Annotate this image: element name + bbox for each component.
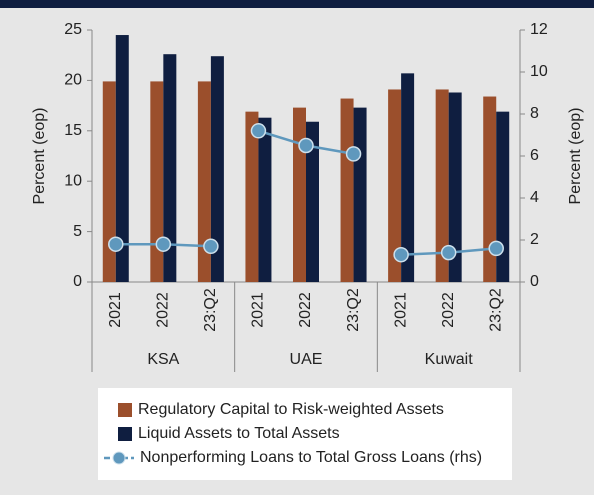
group-label: UAE	[290, 351, 323, 368]
line-marker	[488, 240, 504, 257]
bar	[448, 92, 462, 282]
y2-tick-label: 8	[530, 105, 539, 122]
y-tick-label: 15	[64, 122, 82, 139]
legend-swatch	[118, 403, 132, 417]
x-tick-label: 23:Q2	[487, 288, 504, 332]
y2-tick-label: 4	[530, 189, 539, 206]
bar	[115, 35, 129, 282]
line-marker	[393, 246, 409, 263]
x-tick-label: 2021	[250, 292, 267, 328]
bar	[258, 117, 272, 282]
y-tick-label: 10	[64, 172, 82, 189]
line-marker	[203, 238, 219, 255]
bar	[340, 98, 354, 282]
legend-label: Regulatory Capital to Risk-weighted Asse…	[138, 401, 444, 418]
bar	[483, 96, 497, 282]
y2-axis-label: Percent (eop)	[567, 108, 584, 205]
y2-tick-label: 2	[530, 231, 539, 248]
y-tick-label: 0	[73, 273, 82, 290]
x-tick-label: 23:Q2	[345, 288, 362, 332]
legend-box	[98, 388, 512, 480]
line-marker	[155, 236, 172, 252]
bar	[197, 81, 211, 283]
y2-tick-label: 0	[530, 273, 539, 290]
x-tick-label: 2022	[155, 292, 172, 328]
x-tick-label: 23:Q2	[202, 288, 219, 332]
line-marker	[250, 123, 267, 139]
y-tick-label: 5	[73, 223, 82, 240]
y-tick-label: 25	[64, 21, 82, 38]
group-label: Kuwait	[425, 351, 474, 368]
line-marker	[440, 244, 457, 261]
line-marker	[108, 236, 124, 252]
bar	[306, 121, 319, 282]
bar	[150, 81, 164, 283]
y2-tick-label: 6	[530, 147, 539, 164]
bar	[293, 107, 306, 282]
top-bar	[0, 0, 594, 8]
legend-label: Nonperforming Loans to Total Gross Loans…	[140, 449, 482, 466]
bar	[210, 56, 224, 282]
line-marker	[298, 137, 314, 154]
group-label: KSA	[147, 351, 179, 368]
bar	[496, 111, 510, 282]
y2-tick-label: 12	[530, 21, 548, 38]
x-tick-label: 2021	[107, 292, 124, 328]
bar	[102, 81, 116, 283]
bar	[245, 111, 259, 282]
bar	[163, 54, 177, 282]
legend-marker	[112, 451, 126, 465]
line-marker	[345, 146, 362, 162]
bar	[401, 73, 415, 283]
bar	[435, 89, 449, 282]
legend-swatch	[118, 427, 132, 441]
x-tick-label: 2022	[440, 292, 457, 328]
x-tick-label: 2021	[392, 292, 409, 328]
x-tick-label: 2022	[297, 292, 314, 328]
bar	[353, 107, 367, 282]
legend-label: Liquid Assets to Total Assets	[138, 425, 340, 442]
y-axis-label: Percent (eop)	[31, 108, 48, 205]
bar	[388, 89, 402, 282]
y-tick-label: 20	[64, 72, 82, 89]
y2-tick-label: 10	[530, 63, 548, 80]
